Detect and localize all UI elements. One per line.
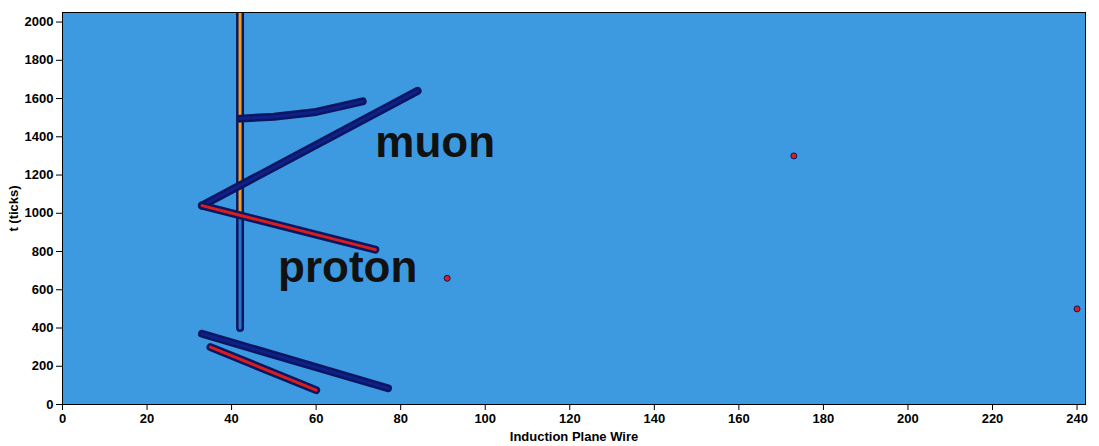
svg-text:160: 160	[728, 411, 750, 426]
svg-text:600: 600	[32, 282, 54, 297]
svg-text:140: 140	[643, 411, 665, 426]
svg-text:1600: 1600	[25, 91, 54, 106]
svg-text:0: 0	[59, 411, 66, 426]
svg-text:60: 60	[309, 411, 323, 426]
svg-text:t (ticks): t (ticks)	[6, 185, 21, 231]
svg-text:20: 20	[140, 411, 154, 426]
svg-text:muon: muon	[375, 117, 495, 166]
svg-text:0: 0	[46, 397, 53, 412]
svg-text:Induction Plane Wire: Induction Plane Wire	[510, 429, 638, 444]
svg-text:240: 240	[1066, 411, 1088, 426]
svg-text:100: 100	[474, 411, 496, 426]
svg-text:1000: 1000	[25, 205, 54, 220]
svg-text:120: 120	[559, 411, 581, 426]
svg-text:200: 200	[897, 411, 919, 426]
svg-text:2000: 2000	[25, 14, 54, 29]
svg-text:400: 400	[32, 320, 54, 335]
svg-text:80: 80	[393, 411, 407, 426]
svg-text:1200: 1200	[25, 167, 54, 182]
svg-text:180: 180	[813, 411, 835, 426]
svg-text:proton: proton	[278, 242, 417, 291]
svg-text:40: 40	[224, 411, 238, 426]
svg-text:1800: 1800	[25, 52, 54, 67]
svg-text:200: 200	[32, 358, 54, 373]
svg-text:220: 220	[982, 411, 1004, 426]
svg-text:800: 800	[32, 244, 54, 259]
svg-text:1400: 1400	[25, 129, 54, 144]
